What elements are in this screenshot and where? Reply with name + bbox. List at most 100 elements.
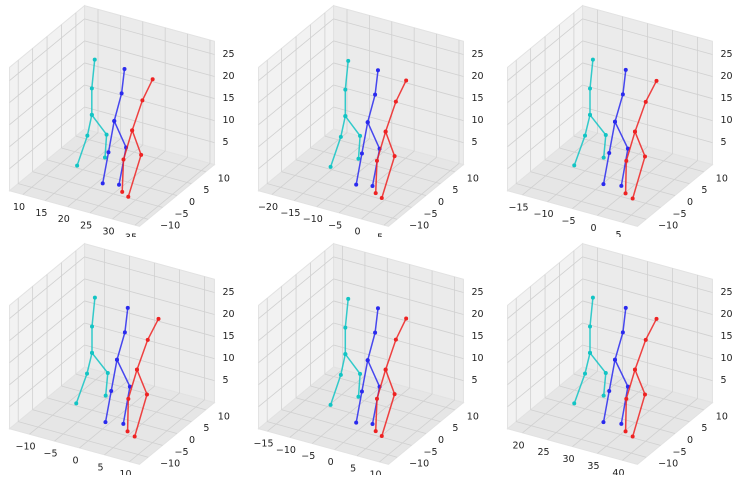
grid-line bbox=[324, 373, 455, 411]
joint bbox=[603, 132, 608, 137]
joint bbox=[338, 372, 343, 377]
grid-line bbox=[582, 300, 713, 337]
x-tick-label: −20 bbox=[258, 202, 278, 213]
x-tick-label: 25 bbox=[80, 220, 92, 231]
y-tick-label: 5 bbox=[203, 423, 209, 434]
y-tick-label: −5 bbox=[175, 447, 189, 458]
x-tick-label: 30 bbox=[103, 226, 115, 237]
joint bbox=[126, 194, 131, 199]
x-tick-label: 5 bbox=[615, 230, 621, 241]
x-tick-label: 5 bbox=[350, 463, 356, 474]
joint bbox=[370, 183, 375, 188]
joint bbox=[343, 352, 348, 357]
joint bbox=[392, 392, 397, 397]
y-tick-label: −5 bbox=[424, 447, 438, 458]
joint bbox=[359, 389, 364, 394]
grid-line bbox=[507, 18, 583, 81]
y-tick-label: −10 bbox=[658, 459, 678, 470]
grid-line bbox=[32, 409, 163, 446]
grid-line bbox=[258, 84, 334, 147]
grid-line bbox=[310, 385, 441, 423]
grid-line bbox=[507, 62, 583, 125]
z-tick-label: 20 bbox=[222, 71, 234, 82]
joint bbox=[112, 119, 117, 124]
joint bbox=[103, 420, 108, 425]
joint bbox=[383, 367, 388, 372]
grid-line bbox=[18, 183, 149, 220]
grid-line bbox=[582, 40, 713, 77]
grid-line bbox=[258, 106, 334, 170]
joint bbox=[343, 114, 348, 119]
joint bbox=[588, 86, 593, 91]
joint bbox=[121, 421, 126, 426]
y-tick-label: 5 bbox=[452, 423, 458, 434]
joint bbox=[90, 350, 95, 355]
joint bbox=[89, 86, 94, 91]
z-tick-label: 15 bbox=[471, 331, 483, 342]
joint bbox=[588, 324, 593, 329]
joint bbox=[328, 164, 333, 169]
y-tick-label: −10 bbox=[409, 459, 429, 470]
joint bbox=[117, 182, 122, 187]
y-tick-label: 0 bbox=[189, 435, 195, 446]
grid-line bbox=[9, 256, 85, 319]
joint bbox=[612, 119, 617, 124]
y-tick-label: −10 bbox=[160, 221, 180, 232]
grid-line bbox=[258, 40, 334, 103]
grid-line bbox=[582, 62, 713, 99]
joint bbox=[583, 133, 588, 138]
grid-line bbox=[84, 344, 215, 382]
y-tick-label: 10 bbox=[716, 173, 728, 184]
grid-line bbox=[84, 84, 215, 121]
z-tick-label: 10 bbox=[471, 115, 483, 126]
grid-line bbox=[333, 278, 464, 315]
grid-line bbox=[84, 300, 215, 337]
joint bbox=[144, 392, 149, 397]
grid-line bbox=[32, 171, 163, 208]
z-tick-label: 10 bbox=[222, 353, 234, 364]
joint bbox=[393, 337, 398, 342]
y-tick-label: −5 bbox=[673, 209, 687, 220]
grid-line bbox=[530, 409, 661, 446]
y-tick-label: 5 bbox=[701, 423, 707, 434]
z-tick-label: 10 bbox=[471, 353, 483, 364]
joint bbox=[601, 420, 606, 425]
joint bbox=[383, 129, 388, 134]
x-tick-label: −5 bbox=[561, 216, 575, 227]
joint bbox=[122, 330, 127, 335]
joint bbox=[359, 151, 364, 156]
y-tick-label: 0 bbox=[189, 197, 195, 208]
joint bbox=[145, 337, 150, 342]
joint bbox=[92, 57, 97, 62]
joint bbox=[624, 158, 629, 163]
x-tick-label: 0 bbox=[355, 226, 361, 237]
x-tick-label: −5 bbox=[44, 449, 58, 460]
joint bbox=[85, 371, 90, 376]
x-tick-label: 35 bbox=[125, 233, 137, 244]
joint bbox=[624, 396, 629, 401]
joint bbox=[343, 325, 348, 330]
joint bbox=[130, 128, 135, 133]
joint bbox=[122, 67, 127, 72]
joint bbox=[156, 316, 161, 321]
joint bbox=[642, 154, 647, 159]
grid-line bbox=[9, 344, 85, 408]
grid-line bbox=[333, 40, 464, 77]
grid-line bbox=[333, 62, 464, 99]
z-tick-label: 10 bbox=[720, 115, 732, 126]
x-tick-label: 35 bbox=[587, 461, 599, 472]
grid-line bbox=[573, 373, 704, 411]
grid-line bbox=[573, 135, 704, 173]
grid-line bbox=[507, 344, 583, 408]
x-tick-label: 25 bbox=[537, 447, 549, 458]
grid-line bbox=[46, 159, 178, 196]
x-tick-label: −10 bbox=[303, 214, 323, 225]
joint bbox=[373, 330, 378, 335]
x-tick-label: −15 bbox=[509, 202, 529, 213]
joint bbox=[374, 396, 379, 401]
joint bbox=[619, 421, 624, 426]
grid-line bbox=[84, 62, 215, 99]
joint bbox=[392, 154, 397, 159]
grid-line bbox=[544, 159, 676, 196]
